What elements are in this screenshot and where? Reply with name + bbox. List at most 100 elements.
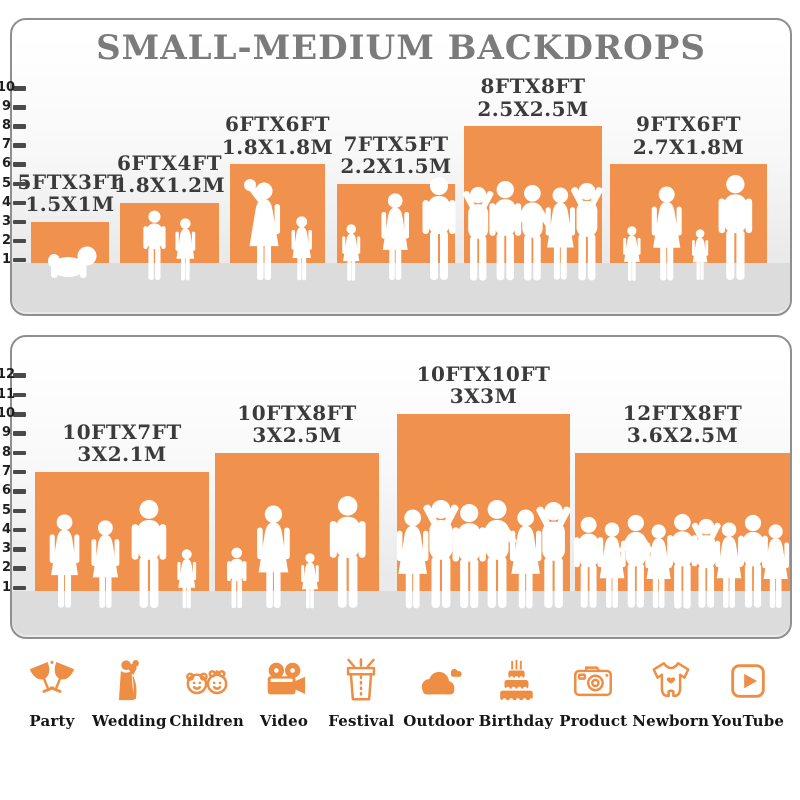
people-silhouettes — [396, 337, 571, 637]
backdrop-size-label: 10FTX8FT 3X2.5M — [187, 400, 407, 447]
size-meters-text: 2.7X1.8M — [632, 134, 745, 159]
cake-icon — [493, 648, 539, 704]
woman-silhouette-icon — [651, 185, 682, 281]
y-axis-tick-mark — [12, 162, 26, 167]
category-item-newborn: Newborn — [632, 648, 709, 778]
man-armsup-silhouette-icon — [462, 186, 494, 281]
woman-silhouette-icon — [257, 505, 290, 608]
boy-silhouette-icon — [226, 547, 247, 609]
size-meters-text: 1.5X1M — [25, 192, 115, 217]
category-item-children: Children — [169, 648, 244, 778]
y-axis-tick-mark — [12, 547, 26, 552]
y-axis-tick-mark — [12, 431, 26, 436]
y-axis-tick-label: 8 — [1, 118, 11, 134]
children-icon — [185, 670, 228, 695]
backdrop-bar — [397, 414, 570, 591]
y-axis-tick-mark — [12, 200, 26, 206]
y-axis-tick-label: 12 — [0, 367, 16, 383]
girl-silhouette-icon — [175, 218, 196, 281]
y-axis-tick-mark — [12, 257, 26, 263]
size-meters-text: 1.8X1.2M — [113, 172, 226, 197]
people-silhouettes — [230, 20, 325, 314]
category-label: Wedding — [92, 712, 167, 730]
y-axis-tick-mark — [12, 469, 26, 475]
people-silhouettes — [35, 337, 209, 637]
size-feet-text: 9FTX6FT — [635, 112, 741, 137]
y-axis-tick-label: 11 — [0, 386, 16, 402]
y-axis-tick-label: 2 — [1, 560, 11, 576]
backdrop-size-label: 6FTX4FT 1.8X1.2M — [60, 150, 280, 197]
category-item-wedding: Wedding — [92, 648, 167, 778]
category-item-video: Video — [248, 648, 320, 778]
y-axis-tick-mark — [12, 450, 26, 456]
category-label: Product — [559, 712, 628, 730]
party-icon — [29, 648, 75, 704]
y-axis-tick-label: 4 — [1, 521, 11, 537]
y-axis-tick-label: 6 — [1, 483, 11, 499]
man-silhouette-icon — [667, 513, 698, 609]
people-silhouettes — [610, 20, 767, 314]
category-label: Children — [169, 712, 244, 730]
size-feet-text: 10FTX7FT — [62, 419, 182, 444]
camera-icon — [570, 648, 616, 704]
size-meters-text: 3X3M — [449, 384, 518, 409]
size-feet-text: 10FTX8FT — [237, 400, 357, 425]
backdrop-size-label: 10FTX10FT 3X3M — [374, 363, 594, 408]
baby-silhouette-icon — [47, 246, 97, 278]
size-meters-text: 3X2.1M — [77, 442, 167, 467]
y-axis-tick-mark — [12, 86, 26, 91]
category-label: Birthday — [478, 712, 554, 730]
y-axis-tick-mark — [12, 181, 26, 186]
size-meters-text: 3X2.5M — [252, 422, 342, 447]
backdrop-size-label: 12FTX8FT 3.6X2.5M — [573, 401, 793, 446]
page-title: SMALL-MEDIUM BACKDROPS — [96, 28, 706, 68]
y-axis-tick-mark — [12, 412, 26, 417]
man-armsup-silhouette-icon — [535, 501, 571, 608]
backdrop-size-label: 10FTX7FT 3X2.1M — [12, 419, 232, 467]
y-axis-tick-mark — [12, 566, 26, 571]
size-feet-text: 7FTX5FT — [343, 131, 449, 156]
category-label: Video — [259, 712, 309, 730]
category-item-product: Product — [557, 648, 629, 778]
boy-silhouette-icon — [143, 211, 166, 281]
man-armsup-silhouette-icon — [570, 182, 604, 281]
people-silhouettes — [462, 20, 604, 314]
play-button-icon — [731, 664, 765, 698]
y-axis-tick-label: 9 — [1, 425, 11, 441]
cake-icon — [500, 659, 534, 703]
category-label: Festival — [328, 712, 395, 730]
people-silhouettes — [215, 337, 379, 637]
gift-icon — [338, 648, 384, 704]
woman-silhouette-icon — [598, 522, 626, 609]
y-axis-tick-label: 4 — [1, 194, 11, 210]
y-axis-tick-label: 10 — [0, 406, 16, 421]
size-meters-text: 2.2X1.5M — [340, 153, 452, 178]
size-meters-text: 1.8X1.8M — [221, 134, 334, 159]
video-camera-icon — [267, 662, 306, 695]
y-axis-tick-label: 3 — [1, 213, 11, 229]
girl-silhouette-icon — [291, 216, 313, 281]
backdrop-size-label: 8FTX8FT 2.5X2.5M — [423, 75, 643, 120]
man-silhouette-icon — [718, 175, 753, 280]
man-silhouette-icon — [489, 180, 522, 281]
category-item-party: Party — [16, 648, 88, 778]
y-axis-tick-label: 6 — [1, 156, 11, 172]
camera-icon — [574, 666, 613, 697]
backdrop-size-label: 7FTX5FT 2.2X1.5M — [286, 131, 506, 178]
woman-silhouette-icon — [509, 509, 541, 608]
size-feet-text: 8FTX8FT — [480, 74, 586, 99]
category-item-birthday: Birthday — [478, 648, 554, 778]
onesie-icon — [648, 648, 694, 704]
girl-silhouette-icon — [623, 225, 641, 281]
y-axis-tick-label: 1 — [1, 251, 11, 267]
man-armsup-silhouette-icon — [423, 500, 459, 608]
y-axis-tick-mark — [12, 527, 26, 533]
backdrop-size-label: 5FTX3FT 1.5X1M — [0, 170, 180, 217]
size-feet-text: 6FTX4FT — [116, 150, 222, 175]
y-axis-tick-label: 8 — [1, 444, 11, 460]
y-axis-tick-label: 7 — [1, 463, 11, 479]
y-axis-tick-label: 3 — [1, 541, 11, 557]
category-label: Outdoor — [403, 712, 474, 730]
size-feet-text: 6FTX6FT — [224, 112, 330, 137]
onesie-icon — [652, 662, 690, 698]
